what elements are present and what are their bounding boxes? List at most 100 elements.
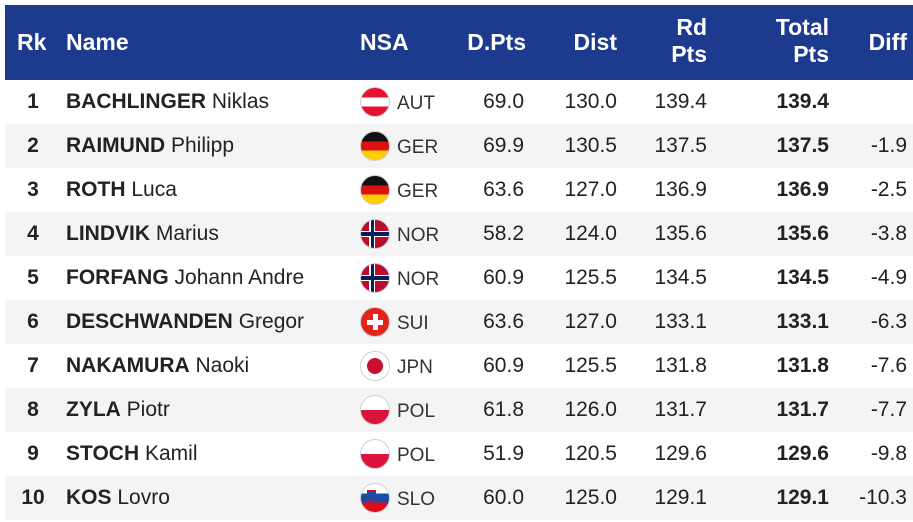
diff-cell: -4.9 <box>870 266 907 289</box>
distance-cell: 125.5 <box>564 266 617 289</box>
total-points-cell: 137.5 <box>776 134 829 157</box>
athlete-first-name: Lovro <box>117 486 170 509</box>
table-row[interactable]: 2 RAIMUND Philipp GER 69.9 130.5 137.5 1… <box>5 124 913 168</box>
header-total-pts[interactable]: Total Pts <box>745 14 829 68</box>
nsa-cell: POL <box>360 432 460 476</box>
rank-cell: 10 <box>21 486 45 509</box>
rank-cell: 3 <box>27 178 39 201</box>
rank-cell: 5 <box>27 266 39 289</box>
athlete-name-cell[interactable]: BACHLINGER Niklas <box>66 80 361 124</box>
nsa-cell: JPN <box>360 344 460 388</box>
header-dist[interactable]: Dist <box>573 29 617 55</box>
germany-flag-icon <box>360 175 390 205</box>
table-row[interactable]: 4 LINDVIK Marius NOR 58.2 124.0 135.6 13… <box>5 212 913 256</box>
results-table: Rk Name NSA D.Pts Dist Rd Pts Total Pts … <box>5 5 913 520</box>
athlete-name-cell[interactable]: LINDVIK Marius <box>66 212 361 256</box>
rank-cell: 6 <box>27 310 39 333</box>
nsa-cell: SUI <box>360 300 460 344</box>
table-row[interactable]: 1 BACHLINGER Niklas AUT 69.0 130.0 139.4… <box>5 80 913 124</box>
athlete-name-cell[interactable]: ZYLA Piotr <box>66 388 361 432</box>
diff-cell: -2.5 <box>870 178 907 201</box>
header-total-line2: Pts <box>793 41 829 67</box>
distance-cell: 124.0 <box>564 222 617 245</box>
diff-cell: -9.8 <box>870 442 907 465</box>
total-points-cell: 136.9 <box>776 178 829 201</box>
distance-points-cell: 63.6 <box>483 178 524 201</box>
distance-cell: 127.0 <box>564 310 617 333</box>
nsa-code: GER <box>397 181 439 202</box>
germany-flag-icon <box>360 131 390 161</box>
diff-cell: -1.9 <box>870 134 907 157</box>
nsa-code: SLO <box>397 489 436 510</box>
nsa-cell: NOR <box>360 256 460 300</box>
total-points-cell: 139.4 <box>776 90 829 113</box>
athlete-last-name: LINDVIK <box>66 222 150 245</box>
header-rd-pts[interactable]: Rd Pts <box>635 14 707 68</box>
athlete-last-name: NAKAMURA <box>66 354 190 377</box>
nsa-code: POL <box>397 401 436 422</box>
header-dpts[interactable]: D.Pts <box>467 29 526 55</box>
header-nsa[interactable]: NSA <box>360 29 409 55</box>
distance-points-cell: 51.9 <box>483 442 524 465</box>
rank-cell: 1 <box>27 90 39 113</box>
distance-cell: 127.0 <box>564 178 617 201</box>
nsa-code: SUI <box>397 313 429 334</box>
distance-points-cell: 60.0 <box>483 486 524 509</box>
header-rk[interactable]: Rk <box>17 29 47 55</box>
round-points-cell: 129.6 <box>654 442 707 465</box>
diff-cell <box>843 80 907 124</box>
distance-cell: 125.0 <box>564 486 617 509</box>
athlete-last-name: ZYLA <box>66 398 121 421</box>
distance-points-cell: 69.0 <box>483 90 524 113</box>
athlete-last-name: RAIMUND <box>66 134 166 157</box>
nsa-cell: POL <box>360 388 460 432</box>
nsa-code: JPN <box>397 357 433 378</box>
rank-cell: 8 <box>27 398 39 421</box>
distance-cell: 130.5 <box>564 134 617 157</box>
diff-cell: -6.3 <box>870 310 907 333</box>
athlete-first-name: Marius <box>155 222 219 245</box>
distance-cell: 120.5 <box>564 442 617 465</box>
athlete-first-name: Piotr <box>126 398 170 421</box>
header-total-line1: Total <box>775 14 829 40</box>
athlete-name-cell[interactable]: STOCH Kamil <box>66 432 361 476</box>
athlete-last-name: BACHLINGER <box>66 90 206 113</box>
round-points-cell: 137.5 <box>654 134 707 157</box>
athlete-first-name: Kamil <box>144 442 198 465</box>
athlete-name-cell[interactable]: NAKAMURA Naoki <box>66 344 361 388</box>
table-row[interactable]: 7 NAKAMURA Naoki JPN 60.9 125.5 131.8 13… <box>5 344 913 388</box>
round-points-cell: 131.7 <box>654 398 707 421</box>
athlete-name-cell[interactable]: DESCHWANDEN Gregor <box>66 300 361 344</box>
athlete-first-name: Gregor <box>238 310 305 333</box>
table-row[interactable]: 6 DESCHWANDEN Gregor SUI 63.6 127.0 133.… <box>5 300 913 344</box>
rank-cell: 4 <box>27 222 39 245</box>
athlete-name-cell[interactable]: KOS Lovro <box>66 476 361 520</box>
japan-flag-icon <box>360 351 390 381</box>
athlete-name-cell[interactable]: RAIMUND Philipp <box>66 124 361 168</box>
athlete-name-cell[interactable]: FORFANG Johann Andre <box>66 256 361 300</box>
table-row[interactable]: 5 FORFANG Johann Andre NOR 60.9 125.5 13… <box>5 256 913 300</box>
slovenia-flag-icon <box>360 483 390 513</box>
nsa-cell: GER <box>360 124 460 168</box>
distance-points-cell: 58.2 <box>483 222 524 245</box>
distance-points-cell: 60.9 <box>483 354 524 377</box>
total-points-cell: 135.6 <box>776 222 829 245</box>
total-points-cell: 131.7 <box>776 398 829 421</box>
header-rd-line1: Rd <box>676 14 707 40</box>
header-name[interactable]: Name <box>66 29 129 55</box>
table-row[interactable]: 8 ZYLA Piotr POL 61.8 126.0 131.7 131.7 … <box>5 388 913 432</box>
nsa-code: NOR <box>397 269 440 290</box>
table-row[interactable]: 9 STOCH Kamil POL 51.9 120.5 129.6 129.6… <box>5 432 913 476</box>
table-row[interactable]: 10 KOS Lovro SLO 60.0 125.0 129.1 129.1 … <box>5 476 913 520</box>
athlete-name-cell[interactable]: ROTH Luca <box>66 168 361 212</box>
rank-cell: 2 <box>27 134 39 157</box>
round-points-cell: 131.8 <box>654 354 707 377</box>
total-points-cell: 131.8 <box>776 354 829 377</box>
nsa-cell: GER <box>360 168 460 212</box>
table-row[interactable]: 3 ROTH Luca GER 63.6 127.0 136.9 136.9 -… <box>5 168 913 212</box>
total-points-cell: 133.1 <box>776 310 829 333</box>
norway-flag-icon <box>360 263 390 293</box>
poland-flag-icon <box>360 395 390 425</box>
round-points-cell: 129.1 <box>654 486 707 509</box>
header-diff[interactable]: Diff <box>868 29 907 55</box>
